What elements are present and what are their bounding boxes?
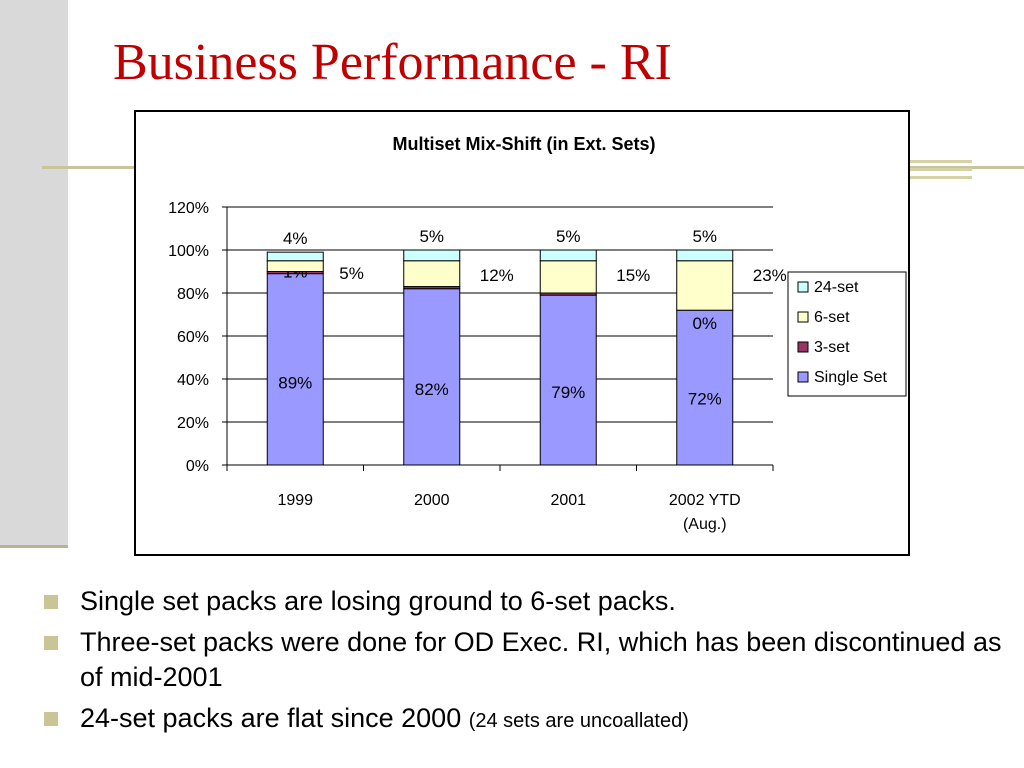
bar-segment [266,273,324,466]
chart-title: Multiset Mix-Shift (in Ext. Sets) [392,134,655,154]
data-label: 79% [551,383,585,402]
y-tick-label: 100% [168,243,209,260]
bullet-text: Single set packs are losing ground to 6-… [80,586,676,616]
legend-swatch [797,281,809,293]
square-bullet-icon [44,595,58,609]
x-category-label: (Aug.) [683,516,727,533]
square-bullet-icon [44,712,58,726]
bullet-text: 24-set packs are flat since 2000 [80,703,469,733]
y-tick-label: 40% [177,372,209,389]
slide-title: Business Performance - RI [113,34,672,91]
y-tick-label: 20% [177,415,209,432]
decorative-line [910,168,972,171]
bar-segment [676,249,734,262]
data-label: 5% [692,227,717,246]
data-label: 15% [616,266,650,285]
bar-segment [676,309,734,466]
side-bar-underline [0,545,68,548]
data-label: 72% [688,389,722,408]
decorative-line [910,176,972,179]
slide-side-bar [0,0,68,545]
data-label: 0% [692,314,717,333]
data-label: 89% [278,374,312,393]
x-category-label: 2001 [550,492,586,509]
bullet-list: Single set packs are losing ground to 6-… [44,584,1004,745]
data-label: 12% [480,266,514,285]
bar-segment [539,249,597,262]
y-tick-label: 120% [168,200,209,217]
bullet-item: 24-set packs are flat since 2000 (24 set… [44,701,1004,739]
square-bullet-icon [44,636,58,650]
data-label: 4% [283,229,308,248]
data-label: 23% [753,266,787,285]
y-tick-label: 0% [186,458,209,475]
x-category-label: 2002 YTD [669,492,741,509]
y-tick-label: 80% [177,286,209,303]
bar-segment [676,260,734,311]
bullet-text: Three-set packs were done for OD Exec. R… [80,627,1002,692]
bar-segment [403,260,461,288]
bullet-item: Single set packs are losing ground to 6-… [44,584,1004,619]
bar-segment [539,294,597,466]
data-label: 5% [419,227,444,246]
bar-segment [266,260,324,272]
legend-label: Single Set [814,369,887,386]
legend-label: 24-set [814,279,859,296]
x-category-label: 2000 [414,492,450,509]
bar-segment [266,251,324,262]
data-label: 82% [415,380,449,399]
y-tick-label: 60% [177,329,209,346]
bar-segment [403,249,461,262]
data-label: 5% [556,227,581,246]
chart-frame: Multiset Mix-Shift (in Ext. Sets) 0% 20% 40… [134,110,910,556]
legend-swatch [797,371,809,383]
stacked-bar-chart: Multiset Mix-Shift (in Ext. Sets) 0% 20% 40… [168,134,907,533]
bar-segment [403,288,461,466]
legend-label: 3-set [814,339,850,356]
decorative-line [910,160,972,163]
bullet-note: (24 sets are uncoallated) [468,710,689,732]
bar-segment [539,260,597,294]
legend-swatch [797,311,809,323]
legend-label: 6-set [814,309,850,326]
x-category-label: 1999 [277,492,313,509]
legend-swatch [797,341,809,353]
bullet-item: Three-set packs were done for OD Exec. R… [44,625,1004,695]
data-label: 5% [339,264,364,283]
